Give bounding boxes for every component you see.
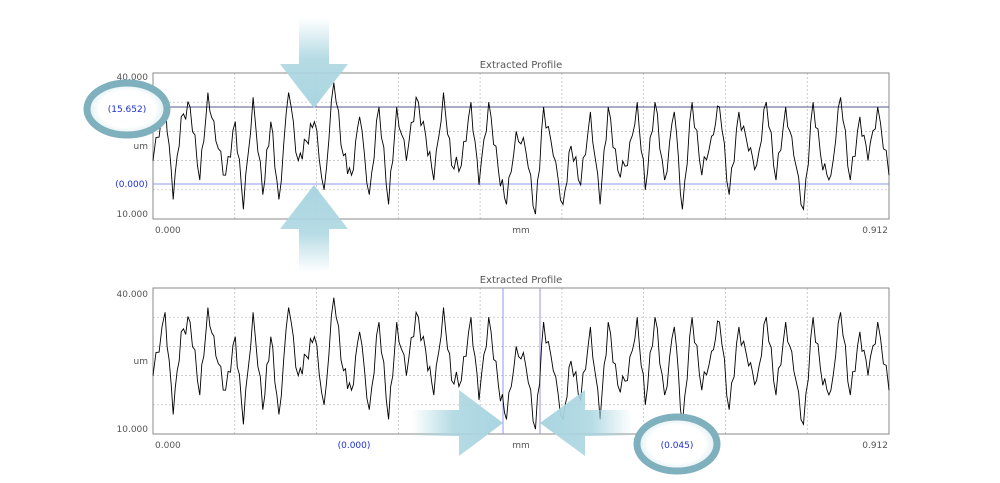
chart-bottom-frame xyxy=(152,287,890,435)
left-arrow-icon xyxy=(540,390,632,456)
chart-bottom-y-tick-min: 10.000 xyxy=(117,425,149,435)
chart-bottom-x-tick-max: 0.912 xyxy=(862,441,888,451)
chart-bottom-x-tick-min: 0.000 xyxy=(155,441,181,451)
chart-top-y-tick-min: 10.000 xyxy=(117,210,149,220)
callout-upper-cursor: (15.652) xyxy=(83,79,171,139)
chart-top-y-tick-max: 40.000 xyxy=(117,73,149,83)
right-arrow-icon xyxy=(412,390,503,456)
chart-bottom: Extracted Profile 40.000 10.000 um 0.000… xyxy=(117,275,890,451)
callout-right-cursor: (0.045) xyxy=(633,413,721,475)
chart-top-upper-cursor-label: (15.652) xyxy=(108,105,147,115)
chart-top-title: Extracted Profile xyxy=(480,60,563,71)
chart-top: Extracted Profile 40.000 10.000 um (0.00… xyxy=(115,60,890,236)
chart-top-x-axis-label: mm xyxy=(512,226,530,236)
annotation-arrows xyxy=(280,18,632,456)
chart-top-grid xyxy=(153,73,889,219)
chart-bottom-y-tick-max: 40.000 xyxy=(117,290,149,300)
chart-bottom-x-axis-label: mm xyxy=(512,441,530,451)
down-arrow-icon xyxy=(280,18,348,108)
chart-bottom-y-axis-label: um xyxy=(134,357,148,367)
chart-bottom-left-cursor-label: (0.000) xyxy=(338,441,371,451)
callout-ellipse-upper-cursor xyxy=(83,79,171,139)
up-arrow-icon xyxy=(280,185,348,272)
chart-top-lower-cursor-label: (0.000) xyxy=(115,180,148,190)
chart-bottom-grid xyxy=(153,288,889,434)
chart-top-y-axis-label: um xyxy=(134,142,148,152)
chart-bottom-title: Extracted Profile xyxy=(480,275,563,286)
chart-top-x-tick-max: 0.912 xyxy=(862,226,888,236)
chart-top-x-tick-min: 0.000 xyxy=(155,226,181,236)
callout-ellipse-right-cursor xyxy=(633,413,721,475)
chart-bottom-profile-line xyxy=(152,297,890,430)
chart-bottom-right-cursor-label: (0.045) xyxy=(661,441,694,451)
chart-top-profile-line xyxy=(152,82,890,215)
chart-top-frame xyxy=(152,72,890,220)
